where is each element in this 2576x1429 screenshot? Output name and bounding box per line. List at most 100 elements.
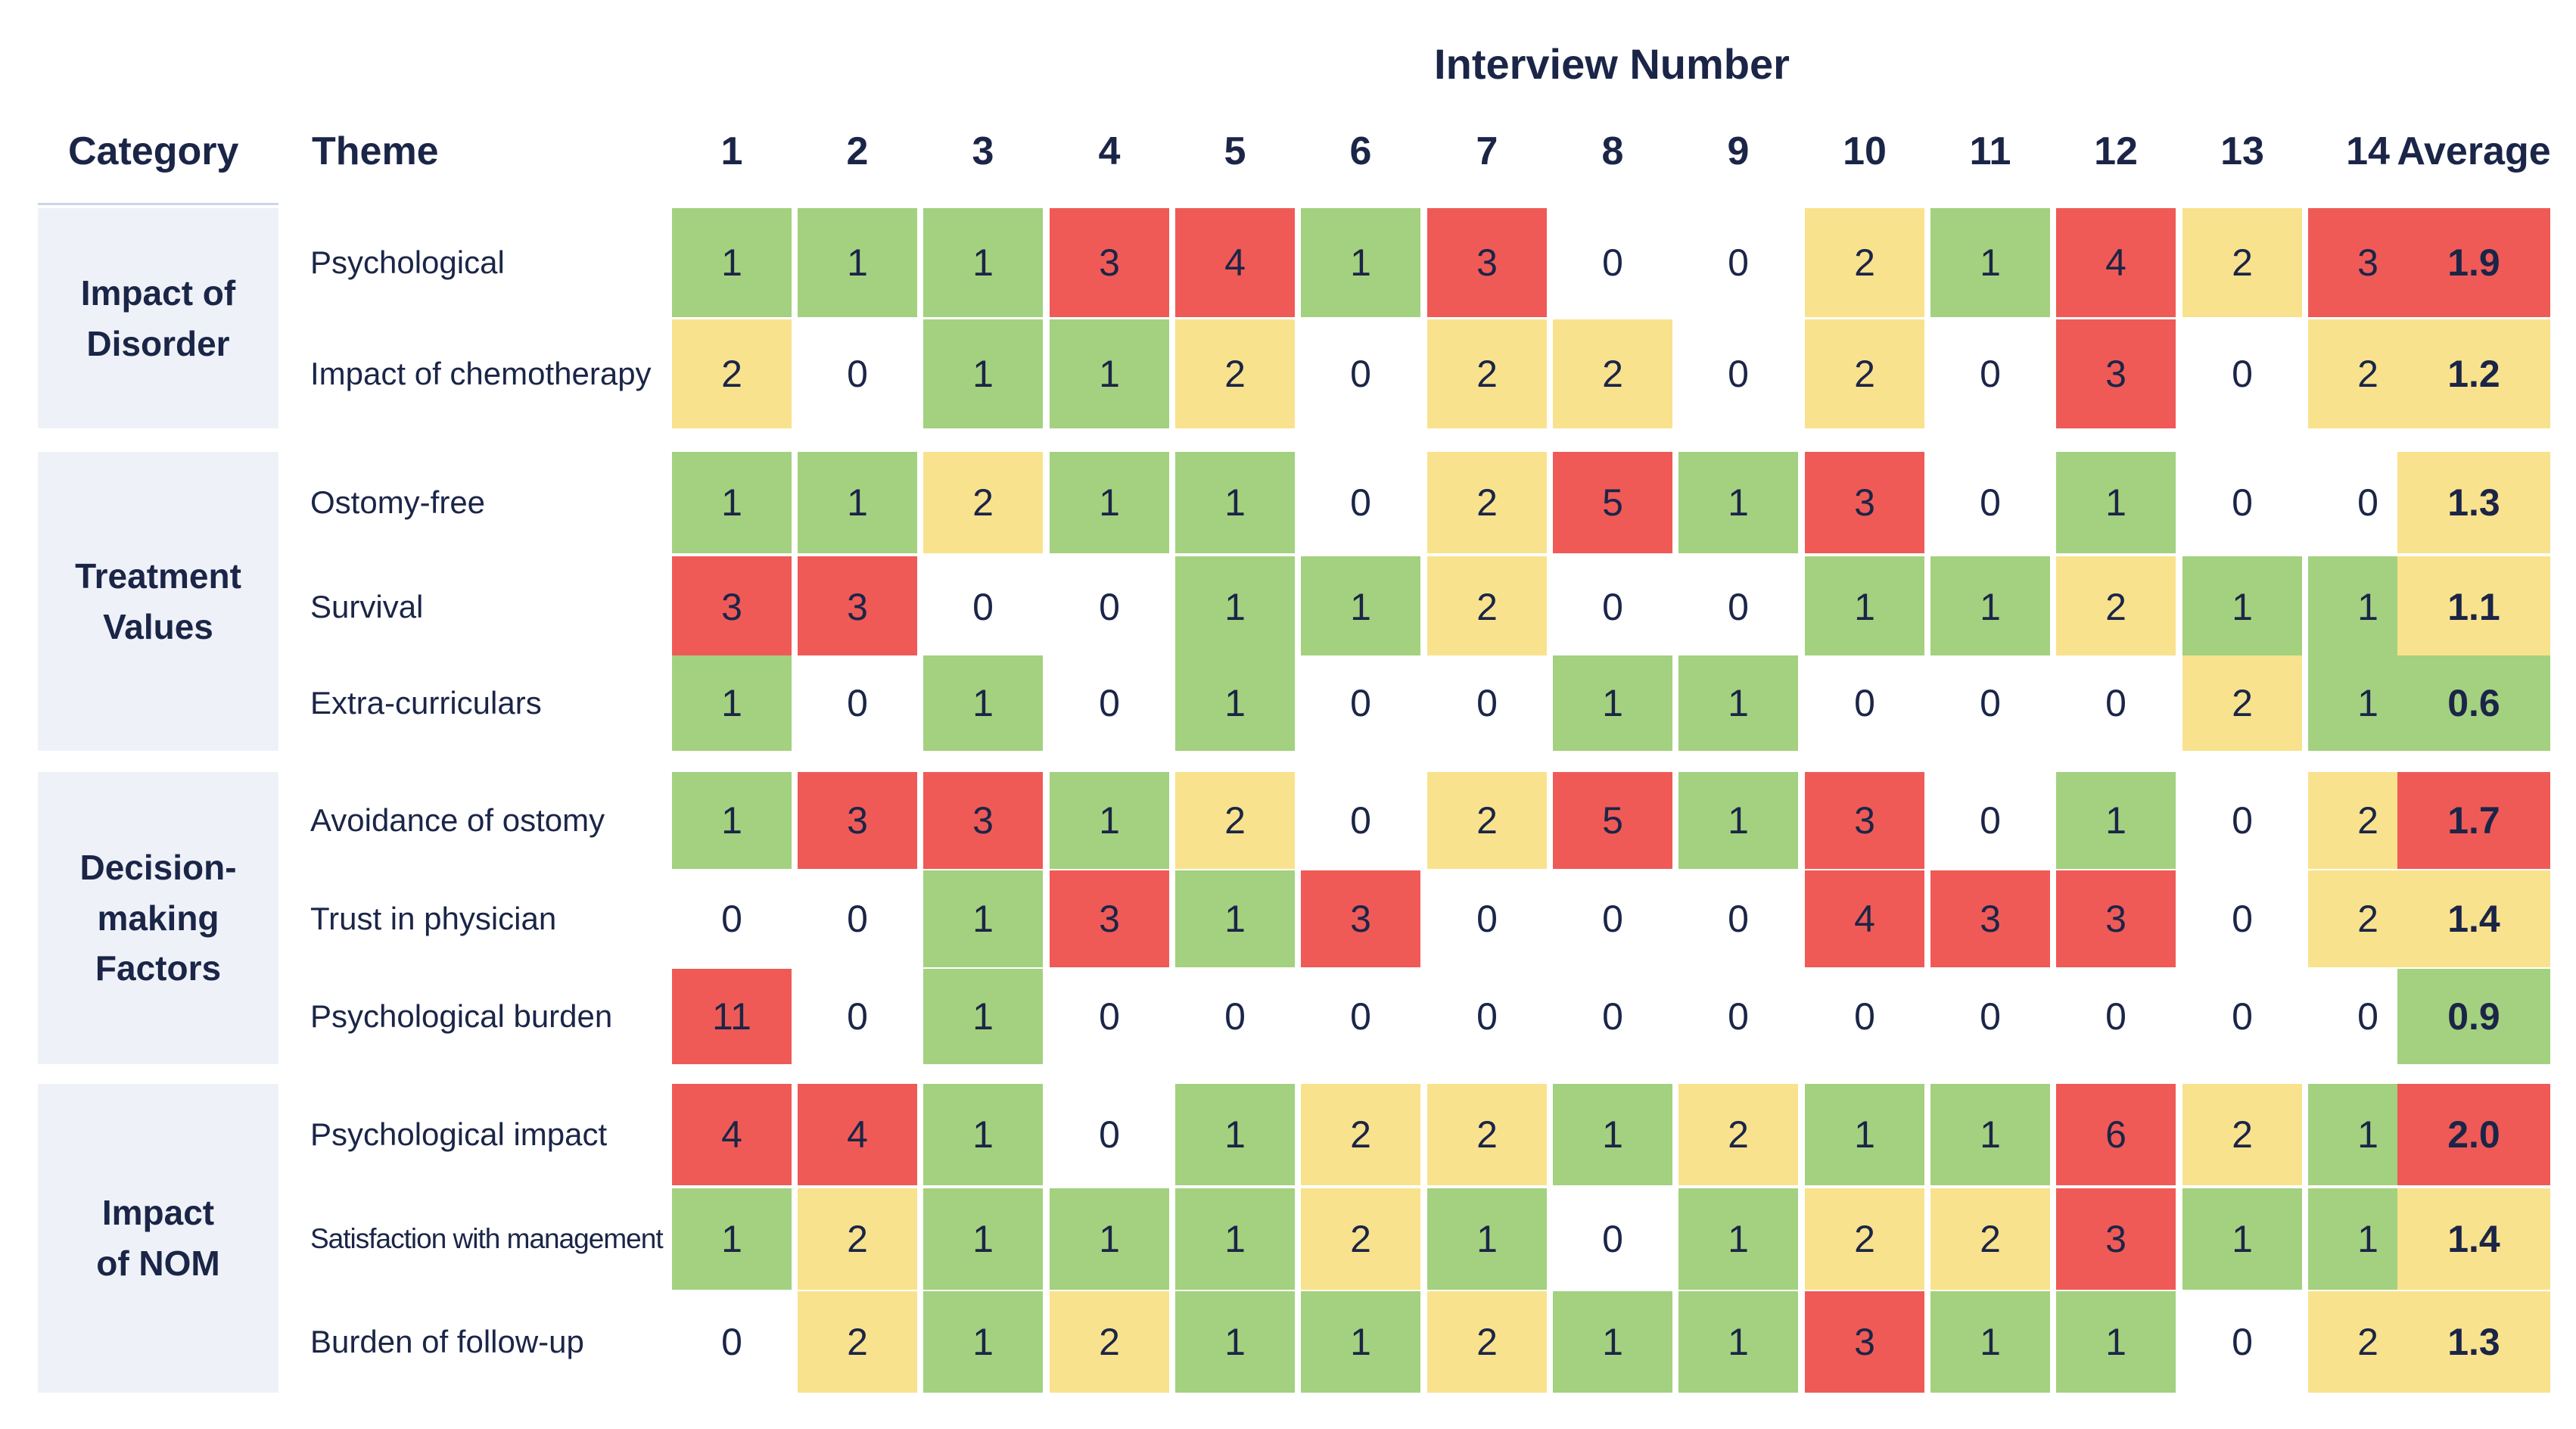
average-cell: 1.2 bbox=[2397, 319, 2550, 428]
heatmap-cell: 2 bbox=[2182, 208, 2302, 317]
heatmap-cell: 1 bbox=[923, 870, 1043, 967]
heatmap-cell: 4 bbox=[1175, 208, 1295, 317]
heatmap-cell: 0 bbox=[1553, 208, 1672, 317]
theme-label: Impact of chemotherapy bbox=[282, 319, 670, 428]
category-cell: Treatment Values bbox=[38, 452, 278, 751]
heatmap-cell: 2 bbox=[1805, 319, 1924, 428]
heatmap-cell: 1 bbox=[1175, 1291, 1295, 1393]
heatmap-cell: 3 bbox=[2056, 319, 2176, 428]
header-category: Category bbox=[68, 129, 239, 173]
heatmap-cell: 2 bbox=[1175, 772, 1295, 869]
average-cell: 1.4 bbox=[2397, 870, 2550, 967]
table-supertitle: Interview Number bbox=[1434, 40, 1790, 88]
theme-label: Survival bbox=[282, 556, 670, 658]
heatmap-cell: 0 bbox=[1930, 772, 2050, 869]
heatmap-cell: 5 bbox=[1553, 772, 1672, 869]
header-interview-4: 4 bbox=[1098, 129, 1121, 173]
heatmap-cell: 1 bbox=[1553, 1291, 1672, 1393]
theme-label: Trust in physician bbox=[282, 870, 670, 967]
heatmap-cell: 11 bbox=[672, 969, 792, 1064]
heatmap-cell: 1 bbox=[1175, 452, 1295, 553]
heatmap-cell: 0 bbox=[1301, 655, 1420, 751]
heatmap-cell: 0 bbox=[1930, 969, 2050, 1064]
heatmap-cell: 1 bbox=[1427, 1188, 1547, 1290]
average-cell: 1.9 bbox=[2397, 208, 2550, 317]
heatmap-cell: 1 bbox=[1805, 1084, 1924, 1185]
heatmap-cell: 0 bbox=[1427, 870, 1547, 967]
heatmap-cell: 1 bbox=[672, 208, 792, 317]
heatmap-cell: 2 bbox=[1427, 1291, 1547, 1393]
heatmap-cell: 0 bbox=[1427, 969, 1547, 1064]
heatmap-cell: 4 bbox=[2056, 208, 2176, 317]
heatmap-cell: 1 bbox=[923, 1291, 1043, 1393]
heatmap-cell: 1 bbox=[672, 1188, 792, 1290]
heatmap-cell: 1 bbox=[1050, 452, 1169, 553]
heatmap-cell: 2 bbox=[1175, 319, 1295, 428]
heatmap-cell: 0 bbox=[1930, 452, 2050, 553]
heatmap-cell: 0 bbox=[1930, 655, 2050, 751]
heatmap-cell: 1 bbox=[1050, 772, 1169, 869]
theme-label: Avoidance of ostomy bbox=[282, 772, 670, 869]
heatmap-cell: 0 bbox=[1050, 556, 1169, 658]
heatmap-cell: 0 bbox=[1301, 772, 1420, 869]
heatmap-cell: 1 bbox=[1678, 772, 1798, 869]
heatmap-cell: 0 bbox=[672, 1291, 792, 1393]
heatmap-cell: 1 bbox=[923, 319, 1043, 428]
heatmap-cell: 2 bbox=[1301, 1188, 1420, 1290]
heatmap-cell: 1 bbox=[1553, 1084, 1672, 1185]
heatmap-cell: 0 bbox=[1050, 655, 1169, 751]
heatmap-cell: 2 bbox=[1678, 1084, 1798, 1185]
heatmap-cell: 3 bbox=[1427, 208, 1547, 317]
heatmap-cell: 2 bbox=[798, 1188, 917, 1290]
heatmap-cell: 0 bbox=[2056, 969, 2176, 1064]
heatmap-cell: 1 bbox=[672, 772, 792, 869]
header-interview-13: 13 bbox=[2220, 129, 2264, 173]
heatmap-cell: 1 bbox=[1930, 208, 2050, 317]
heatmap-cell: 2 bbox=[1050, 1291, 1169, 1393]
average-cell: 1.4 bbox=[2397, 1188, 2550, 1290]
heatmap-cell: 3 bbox=[2056, 1188, 2176, 1290]
heatmap-cell: 0 bbox=[1678, 556, 1798, 658]
header-theme: Theme bbox=[312, 129, 439, 173]
heatmap-cell: 3 bbox=[798, 772, 917, 869]
header-interview-8: 8 bbox=[1601, 129, 1624, 173]
heatmap-cell: 1 bbox=[1301, 208, 1420, 317]
heatmap-cell: 1 bbox=[1930, 1291, 2050, 1393]
heatmap-cell: 0 bbox=[2056, 655, 2176, 751]
header-interview-2: 2 bbox=[846, 129, 869, 173]
heatmap-cell: 0 bbox=[923, 556, 1043, 658]
heatmap-cell: 1 bbox=[2056, 1291, 2176, 1393]
theme-label: Ostomy-free bbox=[282, 452, 670, 553]
category-cell: Decision-making Factors bbox=[38, 772, 278, 1064]
heatmap-cell: 2 bbox=[1427, 556, 1547, 658]
heatmap-cell: 1 bbox=[1678, 452, 1798, 553]
heatmap-cell: 0 bbox=[798, 655, 917, 751]
heatmap-cell: 1 bbox=[2182, 556, 2302, 658]
heatmap-cell: 1 bbox=[2056, 452, 2176, 553]
heatmap-cell: 1 bbox=[1553, 655, 1672, 751]
average-cell: 1.7 bbox=[2397, 772, 2550, 869]
heatmap-cell: 1 bbox=[923, 1188, 1043, 1290]
heatmap-cell: 1 bbox=[1805, 556, 1924, 658]
heatmap-cell: 0 bbox=[1930, 319, 2050, 428]
heatmap-cell: 1 bbox=[1175, 655, 1295, 751]
header-interview-6: 6 bbox=[1349, 129, 1372, 173]
heatmap-cell: 0 bbox=[2182, 452, 2302, 553]
header-interview-7: 7 bbox=[1476, 129, 1498, 173]
heatmap-cell: 1 bbox=[1930, 1084, 2050, 1185]
heatmap-cell: 3 bbox=[798, 556, 917, 658]
header-interview-1: 1 bbox=[720, 129, 743, 173]
heatmap-cell: 0 bbox=[1678, 969, 1798, 1064]
header-average: Average bbox=[2397, 129, 2551, 173]
heatmap-cell: 2 bbox=[1805, 208, 1924, 317]
heatmap-cell: 0 bbox=[1050, 969, 1169, 1064]
header-underline bbox=[38, 203, 278, 205]
heatmap-cell: 1 bbox=[2056, 772, 2176, 869]
average-cell: 0.6 bbox=[2397, 655, 2550, 751]
heatmap-cell: 2 bbox=[1553, 319, 1672, 428]
heatmap-cell: 3 bbox=[1050, 870, 1169, 967]
heatmap-cell: 3 bbox=[1805, 452, 1924, 553]
heatmap-cell: 0 bbox=[2182, 870, 2302, 967]
heatmap-cell: 0 bbox=[1678, 870, 1798, 967]
heatmap-cell: 2 bbox=[1427, 319, 1547, 428]
